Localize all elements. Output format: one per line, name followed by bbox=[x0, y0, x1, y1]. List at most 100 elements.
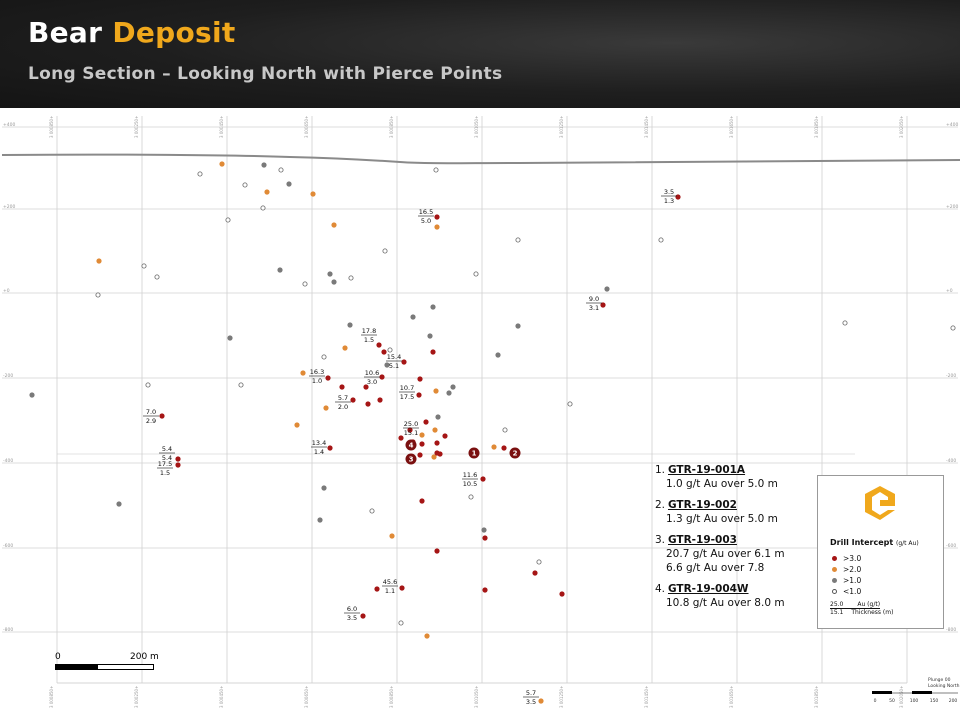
pierce-point-trace bbox=[197, 171, 203, 177]
intercept-label: 25.015.1 bbox=[403, 420, 419, 437]
intercept-label: 5.45.4 bbox=[159, 445, 175, 462]
intercept-entry: 1. GTR-19-001A 1.0 g/t Au over 5.0 m bbox=[655, 463, 825, 491]
elevation-label: +0 bbox=[3, 288, 10, 294]
label-grade: 5.4 bbox=[162, 445, 172, 453]
label-grade: 3.5 bbox=[664, 188, 674, 196]
pierce-point-high bbox=[416, 392, 422, 398]
intercept-label: 5.73.5 bbox=[523, 689, 539, 706]
pierce-point-trace bbox=[154, 274, 160, 280]
intercept-hole-id: GTR-19-002 bbox=[668, 499, 737, 511]
pierce-point-low bbox=[435, 414, 441, 420]
pierce-point-trace bbox=[141, 263, 147, 269]
label-thickness: 1.1 bbox=[385, 587, 395, 595]
pierce-point-trace bbox=[242, 182, 248, 188]
easting-label-bottom: 3 001250+ bbox=[559, 686, 564, 708]
pierce-point-high bbox=[419, 498, 425, 504]
pierce-point-mid bbox=[491, 444, 497, 450]
pierce-point-low bbox=[515, 323, 521, 329]
legend-item-mid: >2.0 bbox=[832, 565, 861, 574]
pierce-point-trace bbox=[567, 401, 573, 407]
pierce-point-mid bbox=[538, 698, 544, 704]
hole-marker-number: 3 bbox=[409, 456, 414, 464]
pierce-point-low bbox=[430, 304, 436, 310]
pierce-point-trace bbox=[145, 382, 151, 388]
pierce-point-high bbox=[675, 194, 681, 200]
pierce-point-high bbox=[559, 591, 565, 597]
intercept-label: 17.51.5 bbox=[157, 460, 173, 477]
easting-label-bottom: 3 001650+ bbox=[729, 686, 734, 708]
easting-label-bottom: 3 001050+ bbox=[474, 686, 479, 708]
pierce-point-low bbox=[347, 322, 353, 328]
corner-scale-block bbox=[872, 691, 892, 694]
pierce-point-low bbox=[261, 162, 267, 168]
easting-label-bottom: 3 000650+ bbox=[304, 686, 309, 708]
pierce-point-low bbox=[604, 286, 610, 292]
pierce-point-trace bbox=[278, 167, 284, 173]
elevation-label-right: +0 bbox=[946, 288, 953, 294]
title-part1: Bear bbox=[28, 16, 103, 49]
elevation-label: -800 bbox=[3, 627, 13, 633]
pierce-point-high bbox=[434, 548, 440, 554]
pierce-point-high bbox=[325, 375, 331, 381]
corner-tick: 200 bbox=[949, 698, 958, 704]
label-thickness: 15.1 bbox=[404, 429, 418, 437]
hole-marker-1 bbox=[468, 447, 480, 459]
pierce-point-low bbox=[286, 181, 292, 187]
page-title: Bear Deposit bbox=[28, 16, 236, 49]
label-thickness: 5.4 bbox=[162, 454, 172, 462]
legend-title: Drill Intercept (g/t Au) bbox=[830, 538, 919, 547]
pierce-point-low bbox=[450, 384, 456, 390]
pierce-point-mid bbox=[424, 633, 430, 639]
label-thickness: 3.1 bbox=[589, 304, 599, 312]
pierce-point-high bbox=[374, 586, 380, 592]
pierce-point-trace bbox=[321, 354, 327, 360]
pierce-point-high bbox=[376, 342, 382, 348]
label-thickness: 1.0 bbox=[312, 377, 322, 385]
label-grade: 11.6 bbox=[463, 471, 477, 479]
title-part2: Deposit bbox=[112, 16, 236, 49]
scale-black bbox=[55, 664, 99, 670]
elevation-label: -600 bbox=[3, 543, 13, 549]
pierce-point-mid bbox=[96, 258, 102, 264]
legend-item-trace: <1.0 bbox=[832, 587, 861, 596]
pierce-point-mid bbox=[389, 533, 395, 539]
pierce-point-trace bbox=[433, 167, 439, 173]
legend-item-high: >3.0 bbox=[832, 554, 861, 563]
pierce-point-high bbox=[482, 535, 488, 541]
legend-label: >3.0 bbox=[843, 554, 862, 563]
pierce-point-mid bbox=[431, 454, 437, 460]
corner-plunge: Plunge 00 bbox=[928, 677, 951, 683]
pierce-point-high bbox=[480, 476, 486, 482]
intercept-heading: 4. GTR-19-004W bbox=[655, 582, 825, 596]
legend-item-low: >1.0 bbox=[832, 576, 861, 585]
pierce-point-high bbox=[377, 397, 383, 403]
intercept-result: 6.6 g/t Au over 7.8 bbox=[666, 562, 765, 574]
pierce-point-mid bbox=[434, 224, 440, 230]
intercept-label: 16.31.0 bbox=[309, 368, 325, 385]
label-grade: 10.7 bbox=[400, 384, 414, 392]
pierce-point-trace bbox=[515, 237, 521, 243]
pierce-point-high bbox=[434, 440, 440, 446]
pierce-point-mid bbox=[323, 405, 329, 411]
scale-bar: 0 200 m bbox=[55, 652, 165, 672]
legend-unit: (g/t Au) bbox=[895, 540, 919, 547]
pierce-point-low bbox=[321, 485, 327, 491]
intercept-label: 17.81.5 bbox=[361, 327, 377, 344]
intercept-label: 9.03.1 bbox=[586, 295, 602, 312]
pierce-point-high bbox=[417, 376, 423, 382]
pierce-point-high bbox=[423, 419, 429, 425]
easting-label-bottom: 3 000850+ bbox=[389, 686, 394, 708]
corner-tick: 0 bbox=[874, 698, 877, 704]
intercept-heading: 2. GTR-19-002 bbox=[655, 498, 825, 512]
intercept-result: 20.7 g/t Au over 6.1 m bbox=[666, 548, 785, 560]
pierce-point-low bbox=[317, 517, 323, 523]
intercept-result: 1.0 g/t Au over 5.0 m bbox=[666, 478, 778, 490]
intercept-list: 1. GTR-19-001A 1.0 g/t Au over 5.0 m 2. GTR-… bbox=[655, 463, 825, 617]
legend-key: 25.0 Au (g/t) 15.1 Thickness (m) bbox=[830, 601, 893, 616]
pierce-point-trace bbox=[502, 427, 508, 433]
pierce-point-high bbox=[339, 384, 345, 390]
intercept-number: 4. bbox=[655, 583, 666, 595]
pierce-point-low bbox=[495, 352, 501, 358]
pierce-point-high bbox=[350, 397, 356, 403]
